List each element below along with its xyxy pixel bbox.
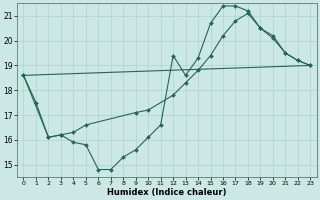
X-axis label: Humidex (Indice chaleur): Humidex (Indice chaleur) xyxy=(107,188,227,197)
